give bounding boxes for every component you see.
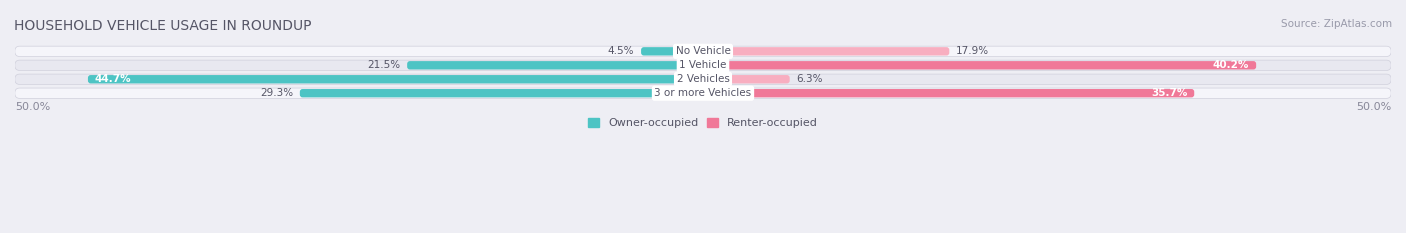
Legend: Owner-occupied, Renter-occupied: Owner-occupied, Renter-occupied <box>588 118 818 128</box>
FancyBboxPatch shape <box>641 47 703 55</box>
FancyBboxPatch shape <box>703 61 1256 69</box>
FancyBboxPatch shape <box>703 75 790 83</box>
FancyBboxPatch shape <box>703 89 1194 97</box>
FancyBboxPatch shape <box>15 74 1391 84</box>
Text: 40.2%: 40.2% <box>1213 60 1250 70</box>
Text: No Vehicle: No Vehicle <box>675 46 731 56</box>
Text: 4.5%: 4.5% <box>607 46 634 56</box>
Text: 29.3%: 29.3% <box>260 88 292 98</box>
Text: 50.0%: 50.0% <box>1355 102 1391 112</box>
Text: 1 Vehicle: 1 Vehicle <box>679 60 727 70</box>
Text: HOUSEHOLD VEHICLE USAGE IN ROUNDUP: HOUSEHOLD VEHICLE USAGE IN ROUNDUP <box>14 19 312 33</box>
Text: 17.9%: 17.9% <box>956 46 990 56</box>
FancyBboxPatch shape <box>15 60 1391 70</box>
Text: 50.0%: 50.0% <box>15 102 51 112</box>
FancyBboxPatch shape <box>703 47 949 55</box>
FancyBboxPatch shape <box>15 88 1391 98</box>
FancyBboxPatch shape <box>89 75 703 83</box>
Text: 3 or more Vehicles: 3 or more Vehicles <box>654 88 752 98</box>
FancyBboxPatch shape <box>15 46 1391 56</box>
FancyBboxPatch shape <box>299 89 703 97</box>
Text: 6.3%: 6.3% <box>797 74 823 84</box>
FancyBboxPatch shape <box>408 61 703 69</box>
Text: 21.5%: 21.5% <box>367 60 401 70</box>
Text: 35.7%: 35.7% <box>1152 88 1187 98</box>
Text: 44.7%: 44.7% <box>94 74 131 84</box>
Text: Source: ZipAtlas.com: Source: ZipAtlas.com <box>1281 19 1392 29</box>
Text: 2 Vehicles: 2 Vehicles <box>676 74 730 84</box>
